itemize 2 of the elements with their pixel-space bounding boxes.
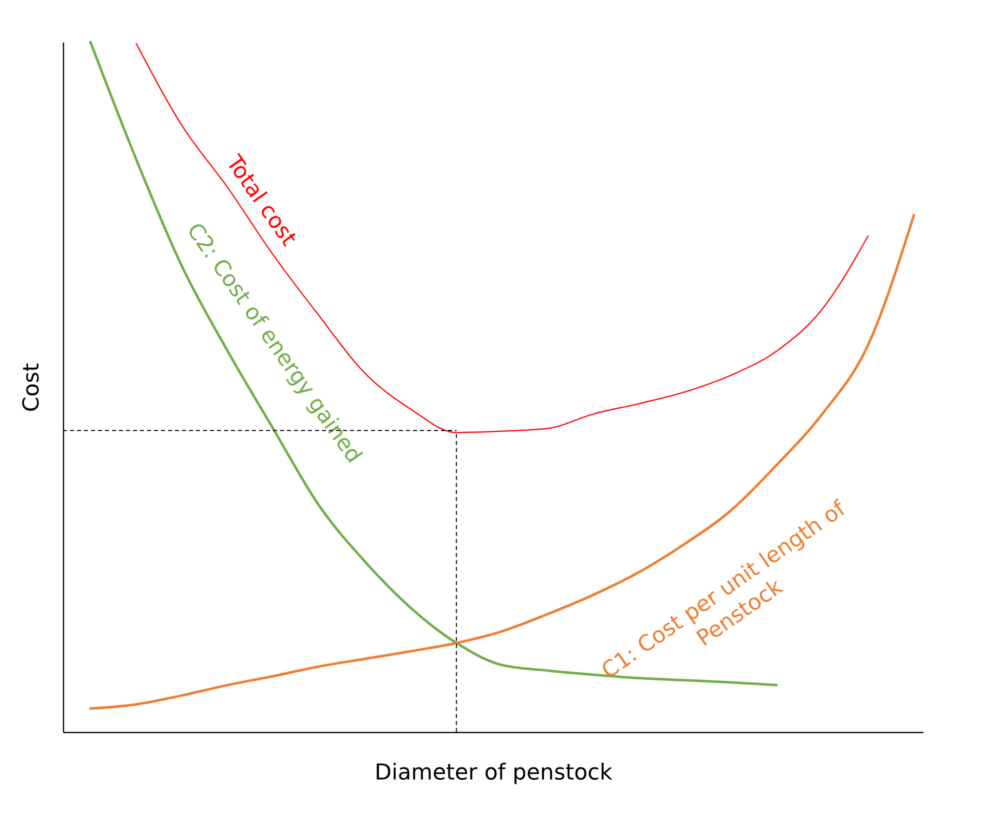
y-axis-title: Cost <box>20 362 44 412</box>
x-axis-title: Diameter of penstock <box>374 760 613 786</box>
